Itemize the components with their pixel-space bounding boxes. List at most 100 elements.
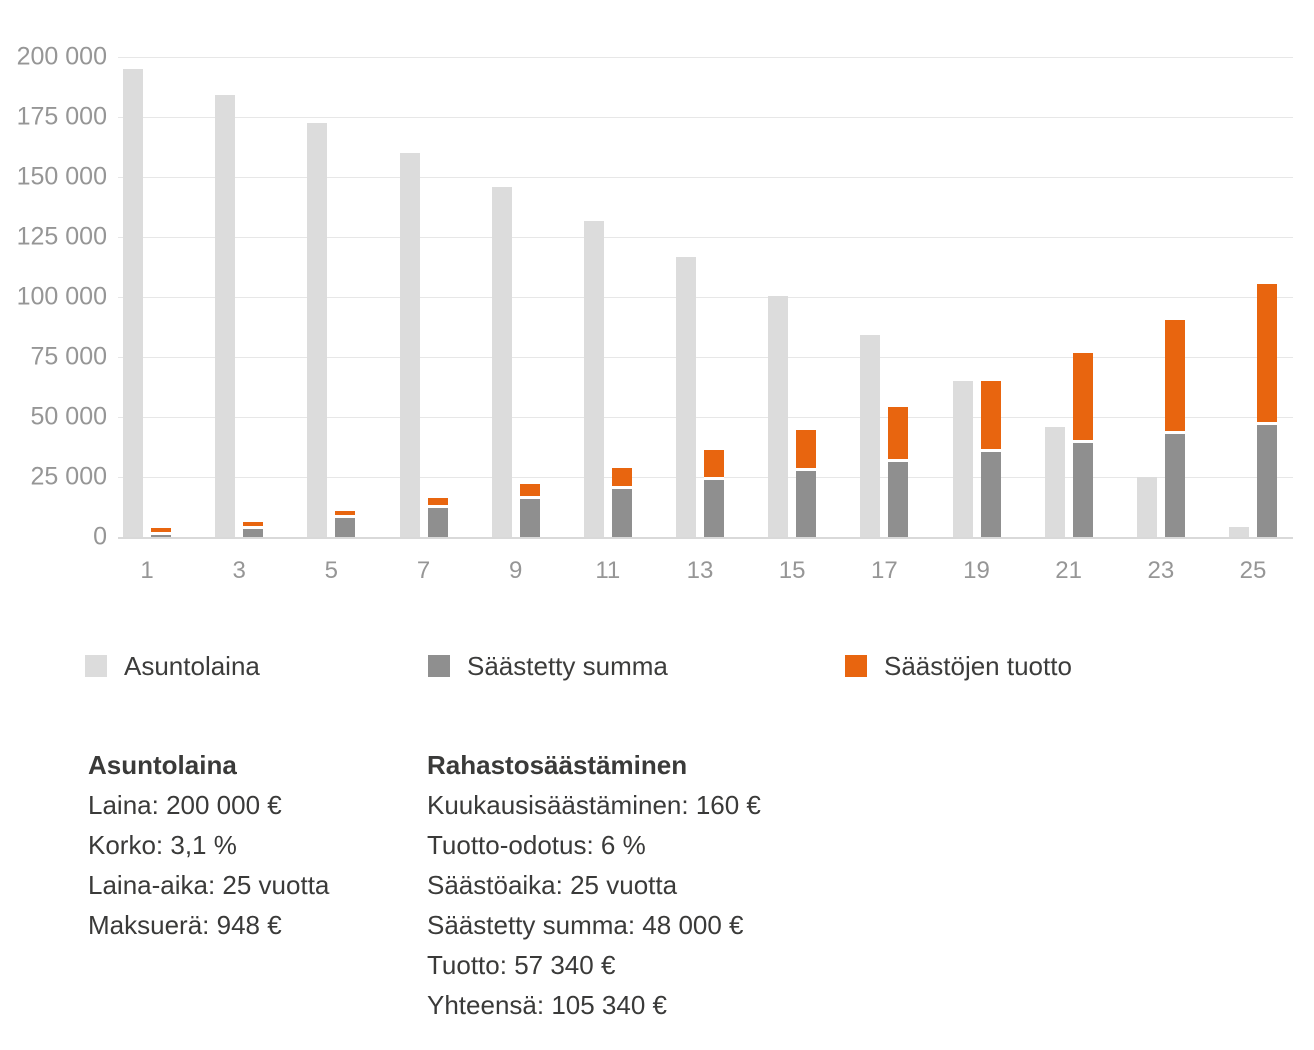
bar-saastot-year-9 bbox=[519, 484, 540, 537]
segment-saastetty-summa bbox=[151, 532, 171, 537]
segment-saastojen-tuotto bbox=[796, 429, 817, 468]
loan-info-block: Asuntolaina Laina: 200 000 € Korko: 3,1 … bbox=[88, 745, 329, 945]
y-axis-tick-label: 100 000 bbox=[16, 282, 107, 311]
segment-saastojen-tuotto bbox=[1072, 352, 1093, 441]
segment-saastetty-summa bbox=[1072, 440, 1093, 537]
segment-saastetty-summa bbox=[796, 467, 817, 537]
loan-info-line: Laina-aika: 25 vuotta bbox=[88, 870, 330, 900]
segment-saastojen-tuotto bbox=[427, 498, 448, 505]
legend-swatch-saastojen-tuotto bbox=[845, 655, 867, 677]
segment-saastetty-summa bbox=[980, 449, 1001, 537]
segment-saastetty-summa bbox=[243, 526, 264, 537]
bar-saastot-year-11 bbox=[611, 468, 632, 537]
x-axis-tick-label: 19 bbox=[963, 557, 990, 584]
bar-saastot-year-3 bbox=[243, 522, 264, 537]
x-axis-tick-label: 23 bbox=[1147, 557, 1175, 584]
gridline bbox=[118, 237, 1293, 238]
segment-saastetty-summa bbox=[1164, 431, 1185, 537]
bar-asuntolaina-year-25 bbox=[1229, 527, 1249, 537]
gridline bbox=[118, 57, 1293, 58]
x-axis-tick-label: 21 bbox=[1055, 557, 1082, 584]
legend-item-saastojen-tuotto: Säästöjen tuotto bbox=[845, 650, 1072, 681]
gridline bbox=[118, 177, 1293, 178]
x-axis-tick-label: 3 bbox=[232, 557, 246, 584]
bar-asuntolaina-year-15 bbox=[768, 295, 789, 537]
fund-savings-info-line: Säästöaika: 25 vuotta bbox=[427, 870, 678, 900]
bar-asuntolaina-year-1 bbox=[123, 69, 143, 537]
bar-asuntolaina-year-17 bbox=[860, 335, 881, 537]
bar-saastot-year-23 bbox=[1164, 320, 1185, 537]
gridline bbox=[118, 417, 1293, 418]
legend-swatch-saastetty-summa bbox=[428, 655, 450, 677]
gridline bbox=[118, 117, 1293, 118]
y-axis-tick-label: 75 000 bbox=[30, 342, 107, 371]
segment-saastetty-summa bbox=[704, 477, 724, 537]
fund-savings-info-line: Tuotto: 57 340 € bbox=[427, 950, 616, 980]
gridline bbox=[118, 357, 1293, 358]
chart-plot-area bbox=[118, 57, 1293, 539]
segment-saastojen-tuotto bbox=[243, 522, 264, 527]
bar-asuntolaina-year-13 bbox=[676, 257, 696, 537]
legend-swatch-asuntolaina bbox=[85, 655, 107, 677]
legend-item-asuntolaina: Asuntolaina bbox=[85, 650, 260, 681]
bar-asuntolaina-year-7 bbox=[399, 153, 420, 537]
bar-asuntolaina-year-19 bbox=[952, 381, 973, 537]
fund-savings-info-block: Rahastosäästäminen Kuukausisäästäminen: … bbox=[427, 745, 761, 1025]
legend-label: Asuntolaina bbox=[124, 650, 260, 681]
bar-saastot-year-1 bbox=[151, 528, 171, 537]
gridline bbox=[118, 297, 1293, 298]
fund-savings-info-line: Tuotto-odotus: 6 % bbox=[427, 830, 646, 860]
bar-asuntolaina-year-9 bbox=[491, 186, 512, 537]
fund-savings-info-line: Kuukausisäästäminen: 160 € bbox=[427, 790, 761, 820]
y-axis-tick-label: 200 000 bbox=[16, 42, 107, 71]
bar-saastot-year-5 bbox=[335, 511, 356, 537]
bar-asuntolaina-year-5 bbox=[307, 123, 328, 537]
segment-saastetty-summa bbox=[1257, 421, 1277, 537]
fund-savings-info-title: Rahastosäästäminen bbox=[427, 750, 688, 780]
bar-asuntolaina-year-11 bbox=[583, 221, 604, 537]
legend-label: Säästöjen tuotto bbox=[884, 650, 1072, 681]
loan-info-line: Laina: 200 000 € bbox=[88, 790, 282, 820]
x-axis-tick-label: 5 bbox=[324, 557, 338, 584]
y-axis-tick-label: 25 000 bbox=[30, 462, 107, 491]
segment-saastetty-summa bbox=[888, 458, 909, 537]
bar-saastot-year-15 bbox=[796, 429, 817, 537]
segment-saastetty-summa bbox=[427, 504, 448, 537]
bar-saastot-year-25 bbox=[1257, 284, 1277, 537]
x-axis-line bbox=[118, 537, 1293, 539]
segment-saastojen-tuotto bbox=[704, 449, 724, 478]
y-axis-tick-label: 50 000 bbox=[30, 402, 107, 431]
x-axis-tick-label: 11 bbox=[595, 557, 621, 584]
bar-saastot-year-21 bbox=[1072, 352, 1093, 537]
bar-asuntolaina-year-23 bbox=[1136, 477, 1157, 537]
x-axis-tick-label: 13 bbox=[686, 557, 714, 584]
segment-saastojen-tuotto bbox=[888, 406, 909, 459]
bar-saastot-year-17 bbox=[888, 406, 909, 537]
legend-label: Säästetty summa bbox=[467, 650, 668, 681]
segment-saastojen-tuotto bbox=[335, 511, 356, 516]
segment-saastojen-tuotto bbox=[1164, 320, 1185, 432]
bar-saastot-year-7 bbox=[427, 498, 448, 537]
x-axis-tick-label: 15 bbox=[778, 557, 806, 584]
bar-saastot-year-13 bbox=[704, 449, 724, 537]
bar-saastot-year-19 bbox=[980, 381, 1001, 537]
x-axis-tick-label: 25 bbox=[1239, 557, 1267, 584]
bar-asuntolaina-year-3 bbox=[215, 95, 236, 537]
x-axis-tick-label: 9 bbox=[508, 557, 523, 584]
x-axis-tick-label: 17 bbox=[870, 557, 898, 584]
loan-info-line: Maksuerä: 948 € bbox=[88, 910, 282, 940]
segment-saastojen-tuotto bbox=[611, 468, 632, 487]
y-axis-tick-label: 0 bbox=[93, 522, 107, 551]
bar-asuntolaina-year-21 bbox=[1044, 426, 1065, 537]
segment-saastojen-tuotto bbox=[1257, 284, 1277, 422]
fund-savings-info-line: Säästetty summa: 48 000 € bbox=[427, 910, 744, 940]
x-axis-tick-label: 7 bbox=[416, 557, 431, 584]
x-axis-tick-label: 1 bbox=[140, 557, 154, 584]
segment-saastetty-summa bbox=[519, 495, 540, 537]
segment-saastojen-tuotto bbox=[151, 528, 171, 532]
loan-info-line: Korko: 3,1 % bbox=[88, 830, 237, 860]
fund-savings-info-line: Yhteensä: 105 340 € bbox=[427, 990, 667, 1020]
y-axis-tick-label: 125 000 bbox=[16, 222, 107, 251]
loan-info-title: Asuntolaina bbox=[88, 750, 237, 780]
